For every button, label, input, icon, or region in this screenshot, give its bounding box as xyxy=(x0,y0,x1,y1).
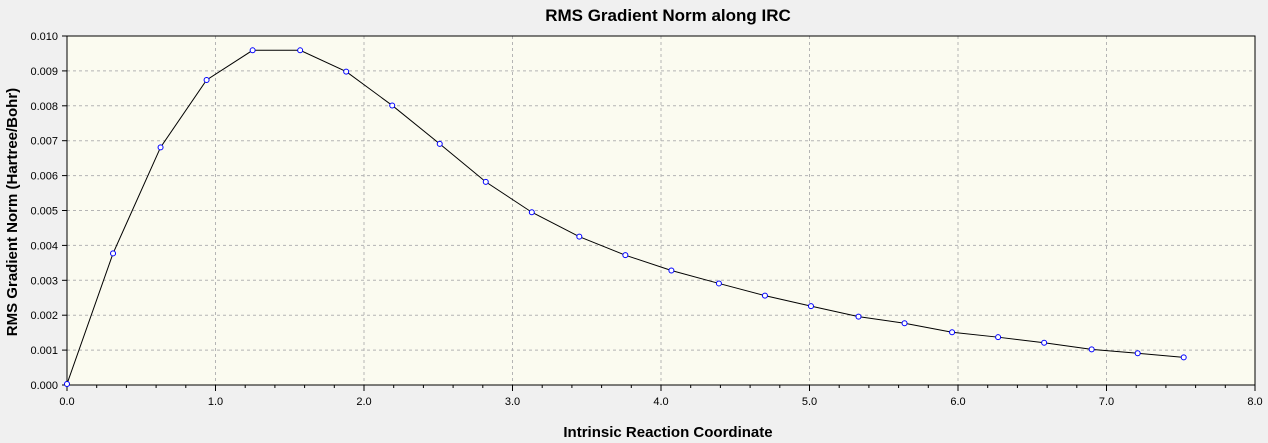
x-tick-label: 0.0 xyxy=(59,396,74,408)
data-point xyxy=(482,178,489,185)
data-point xyxy=(436,140,443,147)
data-point xyxy=(1180,354,1187,361)
data-point xyxy=(343,68,350,75)
data-point xyxy=(249,47,256,54)
x-axis-label: Intrinsic Reaction Coordinate xyxy=(563,424,772,441)
x-tick-label: 4.0 xyxy=(653,396,668,408)
y-tick-label: 0.001 xyxy=(30,345,58,357)
y-tick-label: 0.002 xyxy=(30,310,58,322)
x-tick-label: 3.0 xyxy=(505,396,520,408)
y-tick-label: 0.010 xyxy=(30,31,58,43)
y-tick-label: 0.000 xyxy=(30,380,58,392)
plot-frame xyxy=(66,35,1256,386)
data-point xyxy=(995,334,1002,341)
x-tick-label: 7.0 xyxy=(1099,396,1114,408)
y-axis-label: RMS Gradient Norm (Hartree/Bohr) xyxy=(4,88,21,336)
y-tick-label: 0.003 xyxy=(30,275,58,287)
data-point xyxy=(622,252,629,259)
data-point xyxy=(64,380,70,387)
x-tick-label: 6.0 xyxy=(950,396,965,408)
data-point xyxy=(668,267,675,274)
y-tick-label: 0.009 xyxy=(30,66,58,78)
data-point xyxy=(1088,346,1095,353)
axes: 0.000 0.001 0.002 0.003 0.004 0.005 0.006 0.007… xyxy=(30,31,1262,408)
data-point xyxy=(855,313,862,320)
data-point xyxy=(1041,339,1048,346)
data-point xyxy=(761,292,768,299)
data-point xyxy=(901,320,908,327)
data-point xyxy=(715,280,722,287)
data-point xyxy=(949,329,956,336)
y-tick-label: 0.007 xyxy=(30,136,58,148)
y-tick-label: 0.004 xyxy=(30,240,58,252)
data-point xyxy=(157,144,164,151)
y-tick-label: 0.006 xyxy=(30,171,58,183)
grid xyxy=(67,36,1255,385)
x-tick-label: 8.0 xyxy=(1247,396,1262,408)
data-point xyxy=(203,76,210,83)
data-point xyxy=(110,250,117,257)
x-tick-label: 5.0 xyxy=(802,396,817,408)
y-tick-label: 0.005 xyxy=(30,206,58,218)
data-point xyxy=(528,209,535,216)
data-point xyxy=(1134,350,1141,357)
x-tick-label: 2.0 xyxy=(356,396,371,408)
data-point xyxy=(297,47,304,54)
series xyxy=(64,47,1187,387)
data-point xyxy=(389,102,396,109)
data-point xyxy=(576,233,583,240)
chart-title: RMS Gradient Norm along IRC xyxy=(545,6,791,25)
y-tick-label: 0.008 xyxy=(30,101,58,113)
x-tick-label: 1.0 xyxy=(208,396,223,408)
data-point xyxy=(807,303,814,310)
